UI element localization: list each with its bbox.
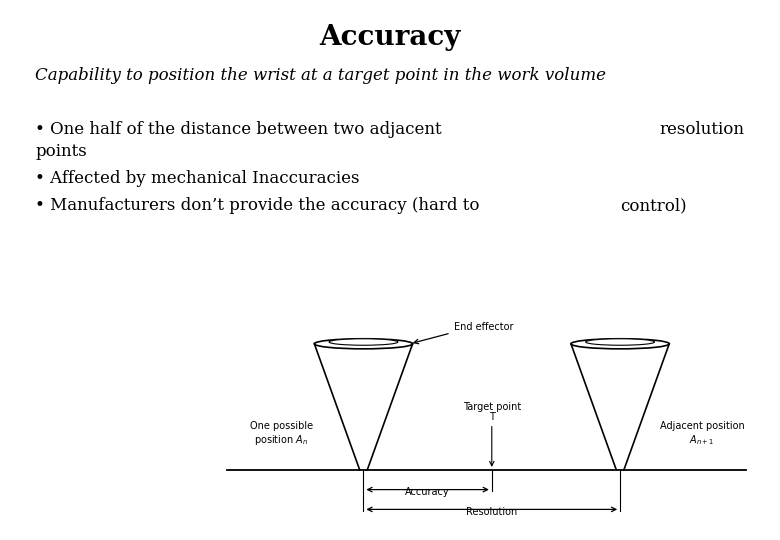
Text: One possible
position $A_n$: One possible position $A_n$	[250, 421, 313, 447]
Text: • Affected by mechanical Inaccuracies: • Affected by mechanical Inaccuracies	[35, 170, 360, 187]
Ellipse shape	[571, 339, 669, 349]
Text: T: T	[489, 412, 495, 422]
Text: • One half of the distance between two adjacent: • One half of the distance between two a…	[35, 122, 441, 138]
Text: Capability to position the wrist at a target point in the work volume: Capability to position the wrist at a ta…	[35, 68, 606, 84]
Text: • Manufacturers don’t provide the accuracy (hard to: • Manufacturers don’t provide the accura…	[35, 197, 480, 214]
Text: points: points	[35, 143, 87, 160]
Text: resolution: resolution	[659, 122, 744, 138]
Ellipse shape	[314, 339, 413, 349]
Text: Adjacent position
$A_{n+1}$: Adjacent position $A_{n+1}$	[660, 421, 744, 447]
Text: Target point: Target point	[463, 402, 521, 412]
Text: Accuracy: Accuracy	[406, 487, 450, 497]
Ellipse shape	[329, 339, 398, 345]
Ellipse shape	[586, 339, 654, 345]
Text: control): control)	[620, 197, 686, 214]
Text: Resolution: Resolution	[466, 507, 517, 517]
Text: End effector: End effector	[454, 322, 513, 332]
Text: Accuracy: Accuracy	[319, 24, 461, 51]
